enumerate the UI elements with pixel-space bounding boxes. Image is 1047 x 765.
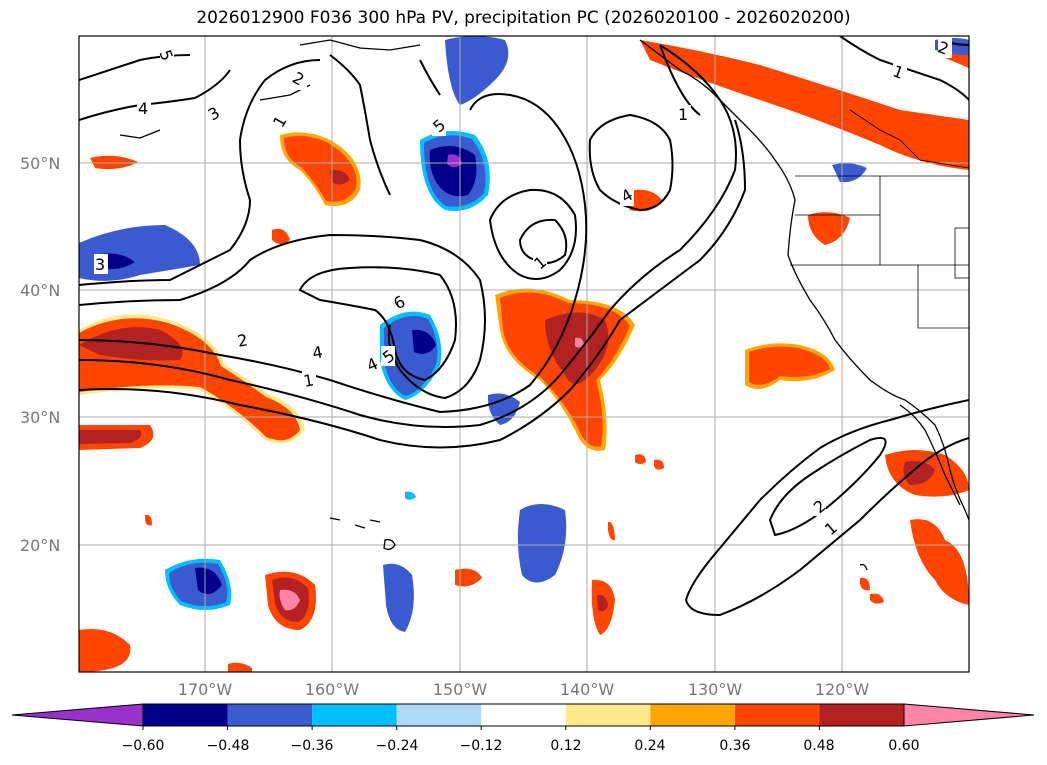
colorbar-cell bbox=[143, 704, 228, 726]
lon-labels: 170°W 160°W 150°W 140°W 130°W 120°W bbox=[178, 680, 870, 699]
colorbar-ticks: −0.60 −0.48 −0.36 −0.24 −0.12 0.12 0.24 … bbox=[122, 738, 920, 754]
colorbar-tick-label: 0.36 bbox=[719, 738, 750, 754]
lat-label: 30°N bbox=[20, 408, 60, 427]
colorbar-tick-label: −0.12 bbox=[460, 738, 503, 754]
colorbar-tick-label: 0.60 bbox=[888, 738, 919, 754]
colorbar-cell bbox=[227, 704, 313, 726]
lon-label: 160°W bbox=[305, 680, 360, 699]
colorbar-tick-label: −0.36 bbox=[291, 738, 334, 754]
lat-label: 20°N bbox=[20, 536, 60, 555]
state-borders bbox=[790, 109, 969, 329]
pv-contour-labels: 5 4 3 2 1 5 1 4 3 2 1 6 4 5 bbox=[94, 37, 952, 539]
colorbar-cell bbox=[396, 704, 482, 726]
lat-labels: 50°N 40°N 30°N 20°N bbox=[20, 154, 60, 555]
colorbar: −0.60 −0.48 −0.36 −0.24 −0.12 0.12 0.24 … bbox=[11, 703, 1035, 754]
lon-label: 140°W bbox=[560, 680, 615, 699]
colorbar-cell bbox=[565, 704, 651, 726]
lon-label: 120°W bbox=[815, 680, 870, 699]
colorbar-cells bbox=[11, 703, 1035, 730]
map-gridlines bbox=[79, 36, 969, 672]
pv-contours bbox=[79, 36, 969, 617]
contour-label: 4 bbox=[311, 342, 324, 362]
lon-label: 130°W bbox=[688, 680, 743, 699]
colorbar-cell bbox=[734, 704, 820, 726]
map-frame bbox=[78, 35, 970, 673]
colorbar-cell bbox=[819, 704, 904, 726]
colorbar-tick-label: 0.12 bbox=[550, 738, 581, 754]
contour-label: 1 bbox=[302, 370, 315, 390]
contour-label: 2 bbox=[236, 330, 249, 350]
contour-label: 1 bbox=[678, 105, 688, 124]
map-area: 5 4 3 2 1 5 1 4 3 2 1 6 4 5 bbox=[79, 36, 969, 672]
colorbar-extend-high bbox=[903, 703, 1035, 727]
precip-positive-region bbox=[79, 40, 969, 672]
lat-label: 40°N bbox=[20, 281, 60, 300]
colorbar-cell bbox=[312, 704, 397, 726]
contour-label: 3 bbox=[95, 255, 105, 274]
precip-fill-layer bbox=[79, 36, 969, 672]
map-title: 2026012900 F036 300 hPa PV, precipitatio… bbox=[196, 8, 851, 28]
colorbar-tick-label: −0.24 bbox=[376, 738, 419, 754]
colorbar-extend-low bbox=[11, 703, 144, 727]
colorbar-cell bbox=[481, 704, 566, 726]
lon-label: 170°W bbox=[178, 680, 233, 699]
colorbar-cell bbox=[650, 704, 735, 726]
lon-label: 150°W bbox=[433, 680, 488, 699]
colorbar-tick-label: 0.24 bbox=[634, 738, 665, 754]
colorbar-tick-label: −0.48 bbox=[207, 738, 250, 754]
colorbar-tick-label: 0.48 bbox=[803, 738, 834, 754]
colorbar-frame bbox=[142, 703, 905, 727]
colorbar-tick-label: −0.60 bbox=[122, 738, 165, 754]
contour-label: 4 bbox=[138, 99, 148, 118]
lat-label: 50°N bbox=[20, 154, 60, 173]
